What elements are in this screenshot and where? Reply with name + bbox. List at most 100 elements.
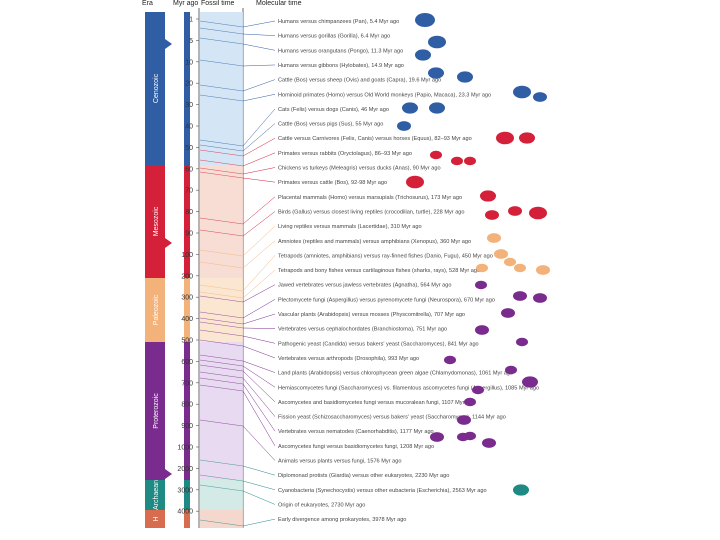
era-label: Cenozoic: [153, 73, 160, 103]
era-pointer: [165, 238, 172, 248]
connector-line: [242, 225, 276, 257]
comparison-label: Birds (Gallus) versus closest living rep…: [278, 209, 465, 215]
connector-line: [242, 284, 276, 303]
fossil-line: [199, 249, 244, 257]
organism-silhouette-icon: [529, 206, 547, 220]
myr-header: Myr ago: [173, 0, 199, 7]
era-label: Mesozoic: [153, 206, 160, 236]
connector-line: [242, 365, 276, 388]
connector-line: [242, 240, 276, 269]
fossil-line: [199, 291, 244, 299]
era-bar: [145, 165, 165, 278]
organism-silhouette-icon: [428, 67, 444, 79]
connector-line: [242, 43, 276, 51]
organism-silhouette-icon: [501, 308, 515, 318]
fossil-line: [199, 321, 244, 329]
comparison-label: Diplomonad protists (Giardia) versus oth…: [278, 473, 449, 479]
fossil-line: [199, 311, 244, 319]
comparison-label: Vertebrates versus nematodes (Caenorhabd…: [278, 429, 434, 435]
comparison-label: Tetrapods and bony fishes versus cartila…: [278, 268, 480, 274]
organism-silhouette-icon: [402, 102, 418, 114]
comparison-label: Hemiascomycetes fungi (Saccharomyces) vs…: [278, 385, 539, 391]
comparison-label: Vertebrates versus cephalochordates (Bra…: [278, 327, 447, 333]
tick-label: 50: [185, 145, 193, 152]
connector-line: [242, 108, 276, 147]
connector-line: [242, 377, 276, 417]
era-sub-bar: [184, 480, 190, 510]
organism-silhouette-icon: [504, 257, 516, 267]
organism-silhouette-icon: [494, 249, 508, 259]
era-sub-bar: [184, 278, 190, 342]
fossil-line: [199, 171, 244, 179]
fossil-line: [199, 295, 244, 303]
fossil-line: [199, 144, 244, 152]
comparison-label: Humans versus gibbons (Hylobates), 14.9 …: [278, 63, 404, 69]
connector-line: [242, 123, 276, 152]
fossil-line: [199, 84, 244, 92]
era-label: Archaean: [153, 480, 160, 510]
connector-line: [242, 345, 276, 359]
era-pointer: [165, 39, 172, 49]
organism-silhouette-icon: [415, 13, 435, 27]
organism-silhouette-icon: [475, 280, 487, 290]
comparison-label: Cyanobacteria (Synechocystis) versus oth…: [278, 488, 487, 494]
comparison-label: Cattle (Bos) versus sheep (Ovis) and goa…: [278, 78, 441, 84]
tick-label: 400: [181, 316, 193, 323]
connector-line: [242, 33, 276, 36]
comparison-label: Primates versus rabbits (Oryctolagus), 8…: [278, 151, 412, 157]
tick-label: 500: [181, 338, 193, 345]
comparison-label: Jawed vertebrates versus jawless vertebr…: [278, 283, 452, 289]
comparison-label: Fission yeast (Schizosaccharomyces) vers…: [278, 415, 506, 421]
organism-silhouette-icon: [522, 376, 538, 388]
organism-silhouette-icon: [397, 121, 411, 131]
tick-label: 600: [181, 359, 193, 366]
era-header: Era: [142, 0, 153, 7]
connector-line: [242, 465, 276, 476]
fossil-line: [199, 149, 244, 157]
fossil-line: [199, 371, 244, 379]
organism-silhouette-icon: [457, 432, 469, 442]
organism-silhouette-icon: [514, 263, 526, 273]
fossil-line: [199, 59, 244, 67]
connector-line: [242, 383, 276, 432]
organism-silhouette-icon: [415, 49, 431, 61]
connector-line: [242, 94, 276, 102]
organism-silhouette-icon: [480, 190, 496, 202]
comparison-label: Humans versus gorillas (Gorilla), 6.4 My…: [278, 34, 390, 40]
tick-label: 40: [185, 124, 193, 131]
tick-label: 1: [189, 17, 193, 24]
organism-silhouette-icon: [505, 365, 517, 375]
comparison-label: Chickens vs turkeys (Meleagris) versus d…: [278, 166, 441, 172]
organism-silhouette-icon: [485, 210, 499, 220]
organism-silhouette-icon: [536, 265, 550, 275]
organism-silhouette-icon: [430, 150, 442, 160]
comparison-label: Land plants (Arabidopsis) versus chlorop…: [278, 371, 513, 377]
fossil-line: [199, 229, 244, 237]
era-sub-bar: [184, 12, 190, 165]
fossil-line: [199, 217, 244, 225]
connector-line: [242, 490, 276, 505]
organism-silhouette-icon: [464, 156, 476, 166]
organism-silhouette-icon: [513, 484, 529, 496]
fossil-line: [199, 94, 244, 102]
organism-silhouette-icon: [457, 71, 473, 83]
era-bar: [145, 278, 165, 342]
fossil-line: [199, 459, 244, 467]
fossil-band: [200, 480, 243, 510]
era-pointer: [165, 469, 172, 479]
fossil-line: [199, 484, 244, 492]
connector-line: [242, 335, 276, 344]
era-sub-bar: [184, 342, 190, 480]
tick-label: 700: [181, 380, 193, 387]
era-label: Paleozoic: [153, 294, 160, 325]
connector-line: [242, 137, 276, 157]
tick-label: 70: [185, 188, 193, 195]
fossil-line: [199, 339, 244, 347]
fossil-line: [199, 27, 244, 35]
fossil-band: [200, 12, 243, 165]
connector-line: [242, 64, 276, 67]
organism-silhouette-icon: [429, 102, 445, 114]
comparison-label: Ascomycetes fungi versus basidiomycetes …: [278, 444, 434, 450]
